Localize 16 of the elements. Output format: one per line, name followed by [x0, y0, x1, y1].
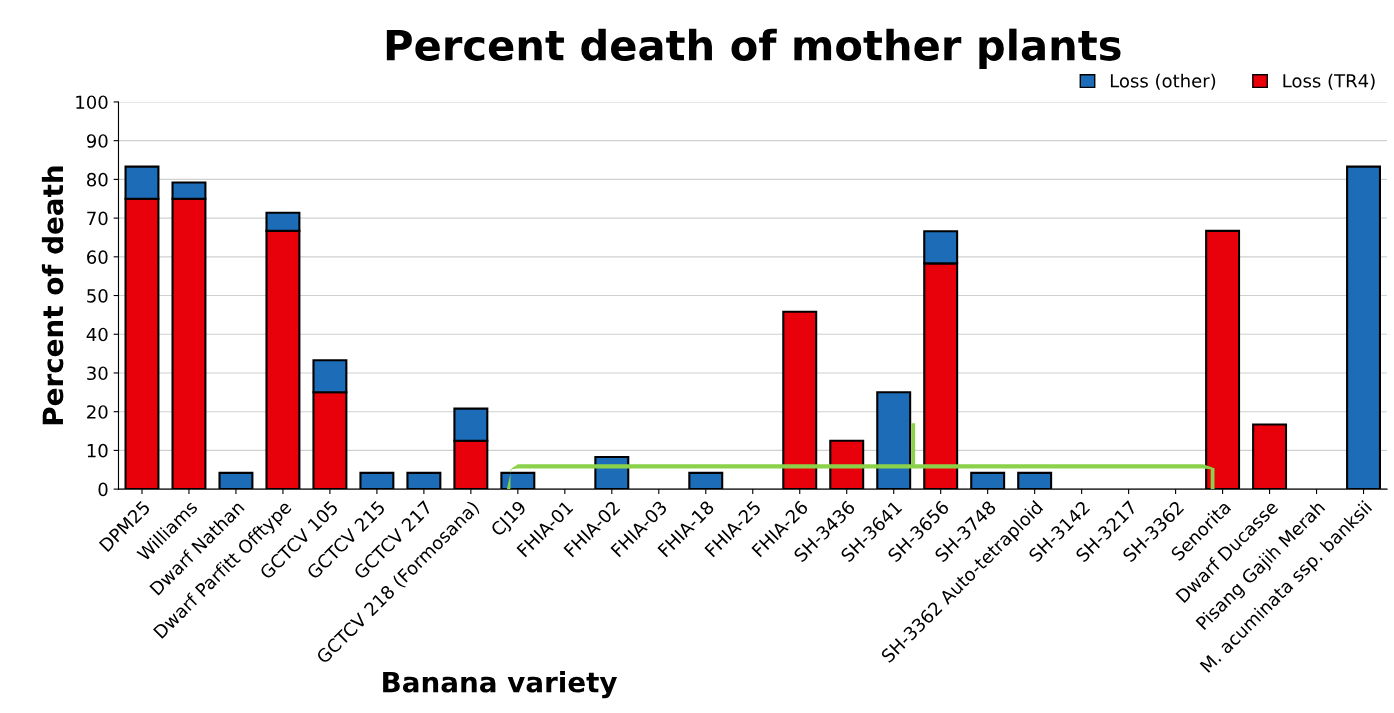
y-tick-label: 30 [87, 366, 108, 381]
y-tick-label: 50 [87, 289, 108, 303]
legend-label: Loss (TR4) [1283, 73, 1375, 90]
y-tick-label: 10 [87, 443, 108, 458]
y-tick-label: 100 [76, 95, 108, 110]
y-tick-label: 20 [87, 405, 108, 419]
legend-label: Loss (other) [1110, 73, 1216, 90]
y-axis-title: Percent of death [41, 166, 64, 425]
chart-title: Percent death of mother plants [386, 28, 1121, 69]
y-tick-label: 90 [86, 134, 108, 148]
y-tick-label: 80 [87, 172, 108, 187]
y-tick-label: 0 [98, 482, 108, 497]
x-axis-title: Banana variety [383, 671, 618, 699]
y-tick-label: 60 [87, 250, 108, 264]
y-tick-label: 70 [87, 211, 108, 226]
y-tick-label: 40 [86, 327, 108, 342]
